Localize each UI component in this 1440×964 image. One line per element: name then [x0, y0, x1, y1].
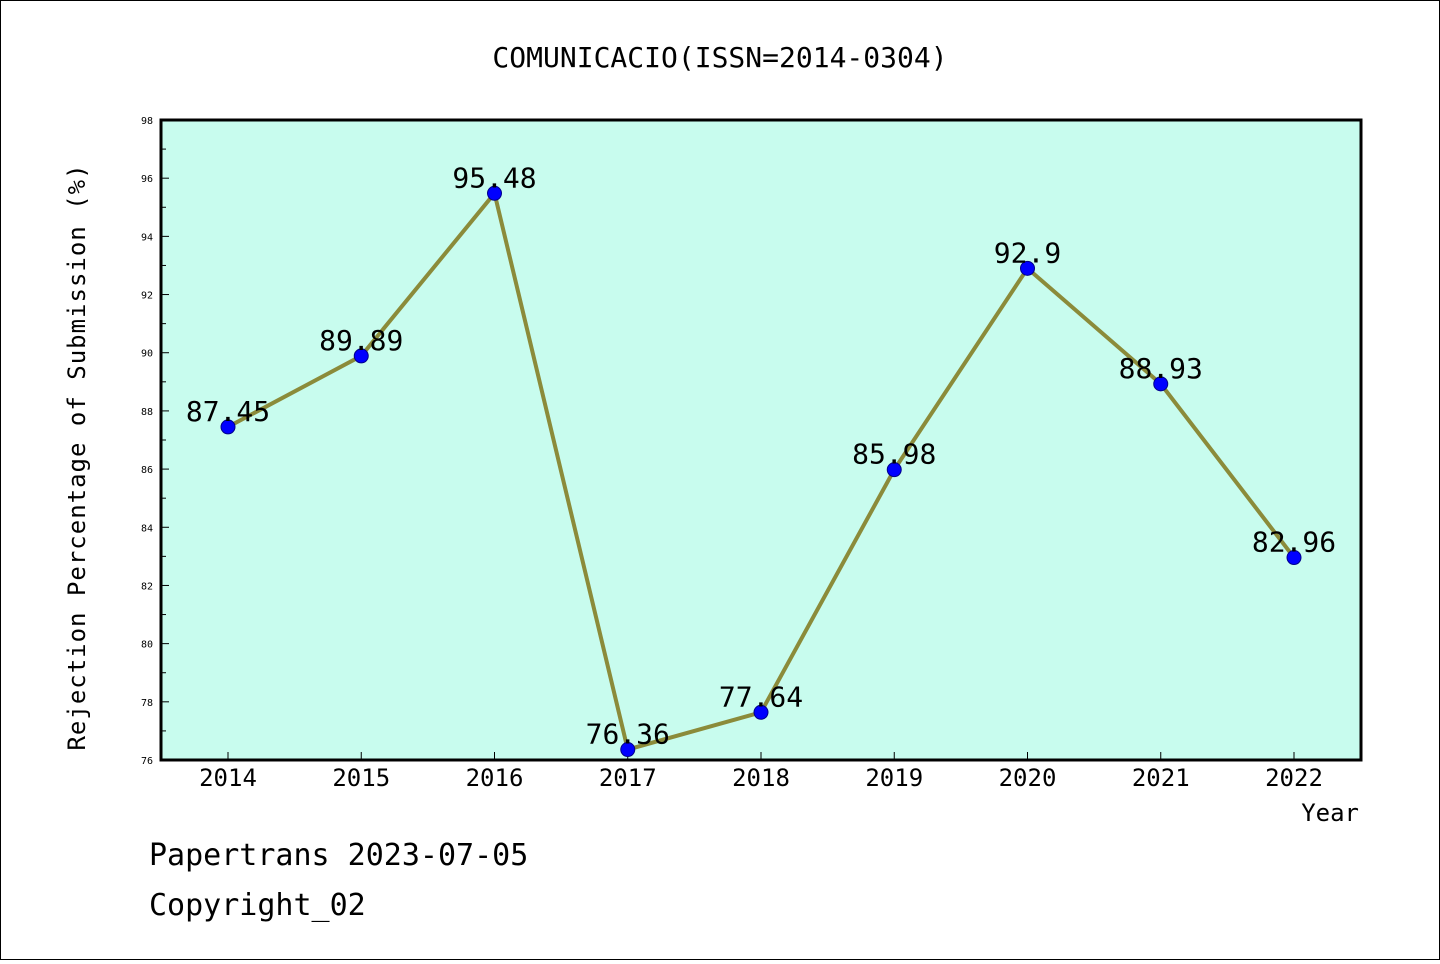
data-label: 76.36	[586, 718, 670, 751]
footer-date: Papertrans 2023-07-05	[149, 838, 528, 873]
data-labels: 87.45 89.89 95.48 76.36 77.64 85.98 92.9 88.93 8…	[186, 161, 1336, 750]
x-axis-label: Year	[1301, 799, 1359, 827]
series-markers	[220, 185, 1302, 758]
y-tick-label: 90	[141, 349, 153, 360]
x-tick-label: 2014	[199, 764, 257, 792]
x-tick-label: 2021	[1132, 764, 1190, 792]
data-label: 77.64	[719, 680, 803, 713]
data-label: 88.93	[1119, 352, 1203, 385]
y-tick-label: 86	[141, 465, 153, 476]
y-tick-label: 98	[141, 116, 153, 127]
x-tick-label: 2019	[865, 764, 923, 792]
y-tick-label: 88	[141, 407, 153, 418]
data-point	[220, 419, 236, 435]
data-point	[1286, 550, 1302, 566]
data-label: 92.9	[994, 236, 1061, 269]
y-tick-label: 80	[141, 640, 153, 651]
data-point	[620, 742, 636, 758]
y-tick-label: 92	[141, 291, 153, 302]
y-tick-label: 84	[141, 523, 153, 534]
data-label: 82.96	[1252, 526, 1336, 559]
y-tick-label: 78	[141, 698, 153, 709]
data-point	[753, 704, 769, 720]
x-tick-label: 2016	[466, 764, 524, 792]
x-tick-label: 2020	[999, 764, 1057, 792]
plot-area	[159, 118, 1363, 762]
data-label: 95.48	[452, 161, 536, 194]
x-tick-label: 2015	[332, 764, 390, 792]
data-label: 85.98	[852, 438, 936, 471]
data-point	[1153, 376, 1169, 392]
data-point	[886, 462, 902, 478]
data-point	[487, 185, 502, 201]
data-label: 89.89	[319, 324, 403, 357]
x-tick-label: 2017	[599, 764, 657, 792]
y-axis-ticks: 76 78 80 82 84 86 88 90 92 94 96 98	[141, 116, 169, 767]
x-tick-label: 2022	[1265, 764, 1323, 792]
data-point	[1020, 260, 1035, 276]
y-tick-label: 82	[141, 581, 153, 592]
data-point	[353, 348, 369, 364]
data-label: 87.45	[186, 395, 270, 428]
x-tick-label: 2018	[732, 764, 790, 792]
y-tick-label: 94	[141, 232, 153, 243]
y-axis-label: Rejection Percentage of Submission (%)	[63, 163, 91, 750]
footer-copyright: Copyright_02	[149, 888, 366, 923]
y-tick-label: 76	[141, 756, 153, 767]
x-axis-ticks: 2014 2015 2016 2017 2018 2019 2020 2021 2022	[199, 752, 1323, 792]
chart-title: COMUNICACIO(ISSN=2014-0304)	[492, 41, 947, 74]
y-tick-label: 96	[141, 174, 153, 185]
